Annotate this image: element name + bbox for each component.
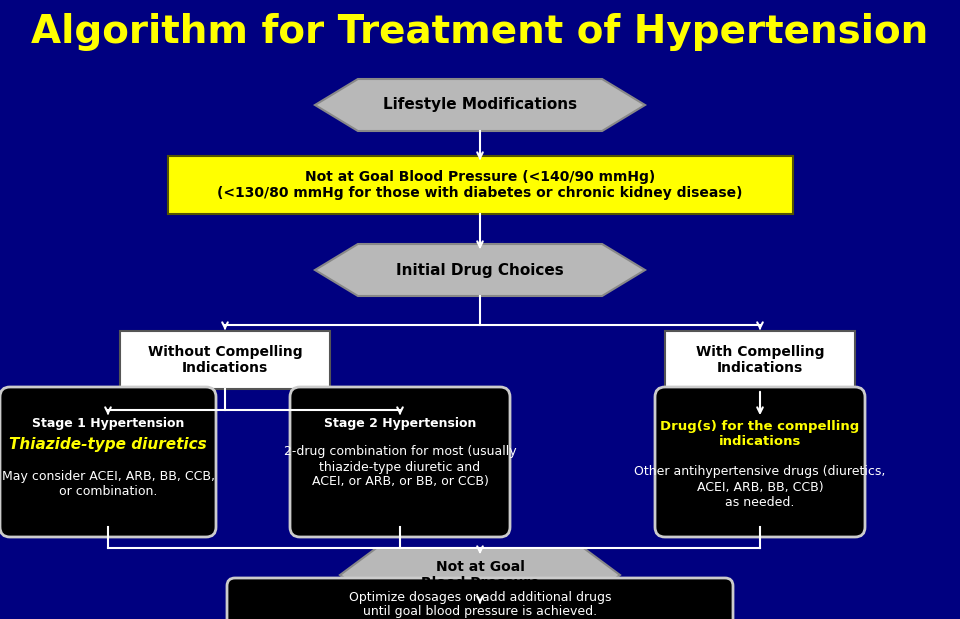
FancyBboxPatch shape [290, 387, 510, 537]
FancyBboxPatch shape [120, 331, 330, 389]
FancyBboxPatch shape [227, 578, 733, 619]
Text: Optimize dosages or add additional drugs
until goal blood pressure is achieved.
: Optimize dosages or add additional drugs… [321, 591, 639, 619]
Polygon shape [315, 244, 645, 296]
Text: Lifestyle Modifications: Lifestyle Modifications [383, 98, 577, 113]
FancyBboxPatch shape [665, 331, 855, 389]
FancyBboxPatch shape [655, 387, 865, 537]
Text: 2-drug combination for most (usually
thiazide-type diuretic and
ACEI, or ARB, or: 2-drug combination for most (usually thi… [284, 446, 516, 488]
Text: Initial Drug Choices: Initial Drug Choices [396, 262, 564, 277]
Polygon shape [315, 79, 645, 131]
Text: Algorithm for Treatment of Hypertension: Algorithm for Treatment of Hypertension [32, 13, 928, 51]
Text: Without Compelling
Indications: Without Compelling Indications [148, 345, 302, 375]
Text: Not at Goal
Blood Pressure: Not at Goal Blood Pressure [420, 560, 540, 590]
Text: Not at Goal Blood Pressure (<140/90 mmHg)
(<130/80 mmHg for those with diabetes : Not at Goal Blood Pressure (<140/90 mmHg… [217, 170, 743, 200]
Text: Stage 1 Hypertension: Stage 1 Hypertension [32, 417, 184, 430]
Text: Thiazide-type diuretics: Thiazide-type diuretics [10, 436, 206, 451]
Text: With Compelling
Indications: With Compelling Indications [696, 345, 825, 375]
Polygon shape [340, 548, 620, 602]
Text: Stage 2 Hypertension: Stage 2 Hypertension [324, 417, 476, 430]
Text: Other antihypertensive drugs (diuretics,
ACEI, ARB, BB, CCB)
as needed.: Other antihypertensive drugs (diuretics,… [635, 465, 886, 508]
Text: May consider ACEI, ARB, BB, CCB,
or combination.: May consider ACEI, ARB, BB, CCB, or comb… [2, 470, 214, 498]
FancyBboxPatch shape [167, 156, 793, 214]
FancyBboxPatch shape [0, 387, 216, 537]
Text: Drug(s) for the compelling
indications: Drug(s) for the compelling indications [660, 420, 859, 448]
